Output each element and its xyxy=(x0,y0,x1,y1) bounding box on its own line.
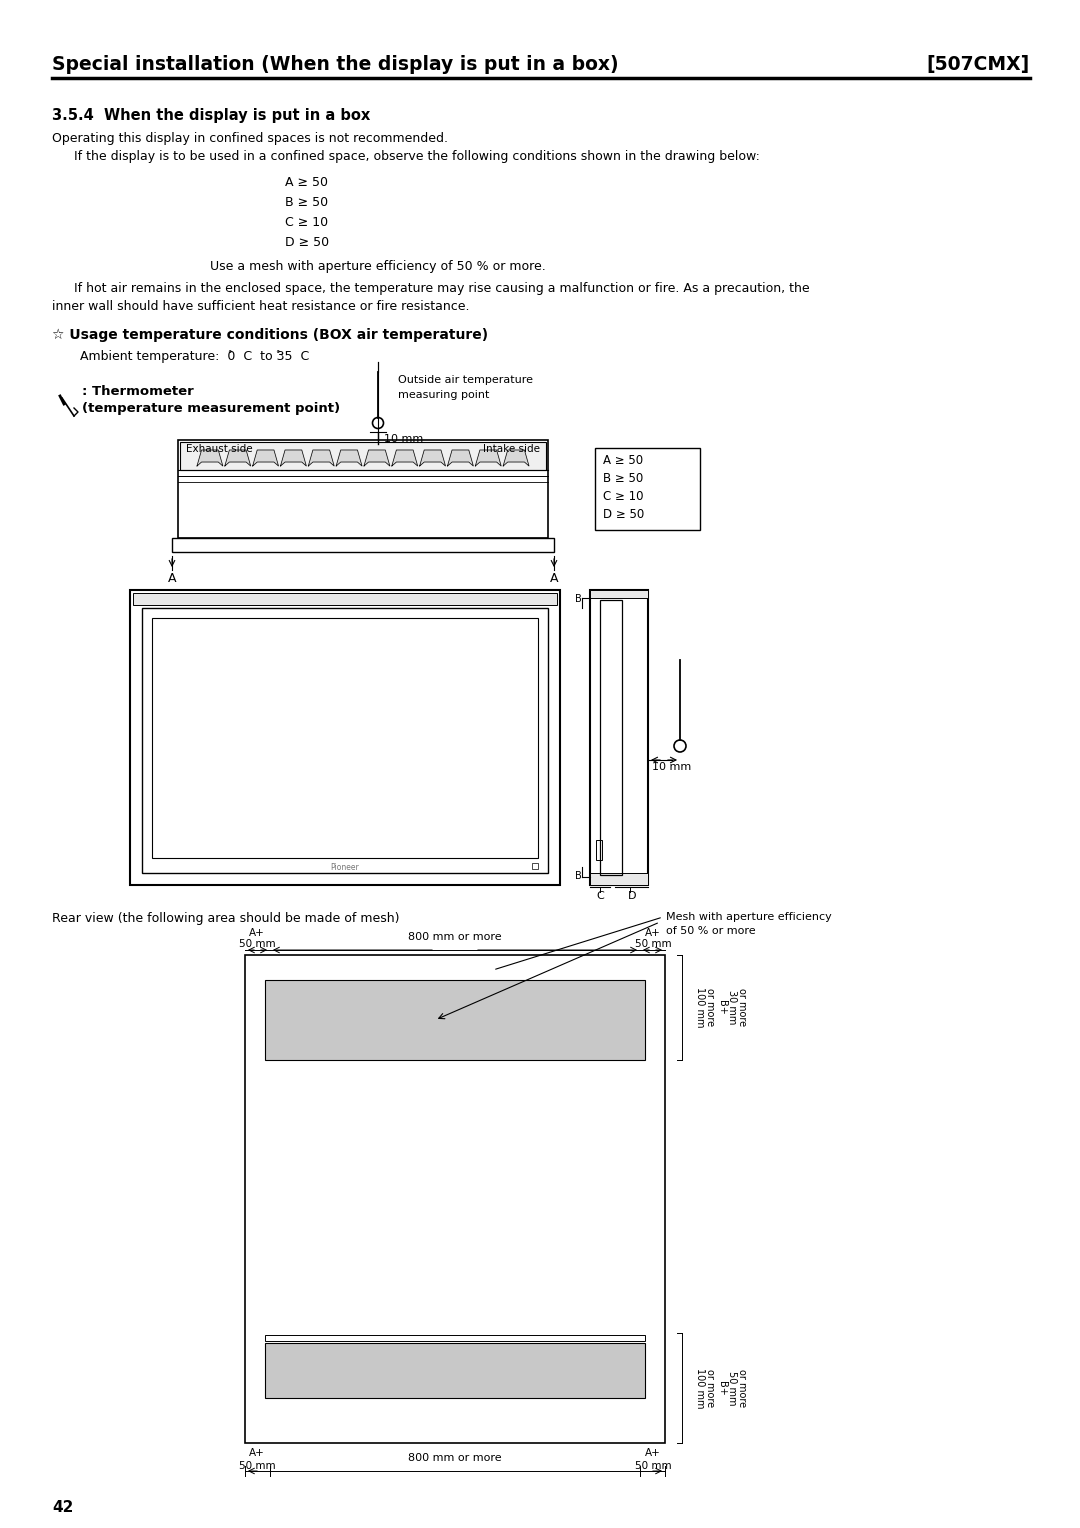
Text: 3.5.4  When the display is put in a box: 3.5.4 When the display is put in a box xyxy=(52,108,370,122)
Text: C ≥ 10: C ≥ 10 xyxy=(285,215,328,229)
Text: A+: A+ xyxy=(645,1449,661,1458)
Polygon shape xyxy=(197,451,222,466)
Text: 100 mm: 100 mm xyxy=(696,1368,705,1409)
Text: A+: A+ xyxy=(249,927,265,938)
Text: A: A xyxy=(167,571,176,585)
Text: B ≥ 50: B ≥ 50 xyxy=(603,472,644,484)
Bar xyxy=(141,608,548,872)
Text: If hot air remains in the enclosed space, the temperature may rise causing a mal: If hot air remains in the enclosed space… xyxy=(66,283,810,295)
Bar xyxy=(178,440,548,538)
Text: A+: A+ xyxy=(645,927,661,938)
Text: A+: A+ xyxy=(249,1449,265,1458)
Bar xyxy=(600,601,622,876)
Text: C ≥ 10: C ≥ 10 xyxy=(603,490,644,503)
Text: Pioneer: Pioneer xyxy=(330,863,360,872)
Text: B+: B+ xyxy=(717,1381,727,1395)
Text: 100 mm: 100 mm xyxy=(696,987,705,1027)
Bar xyxy=(152,617,538,859)
Text: inner wall should have sufficient heat resistance or fire resistance.: inner wall should have sufficient heat r… xyxy=(52,299,470,313)
Text: or more: or more xyxy=(737,1369,747,1407)
Text: of 50 % or more: of 50 % or more xyxy=(666,926,756,937)
Text: 50 mm: 50 mm xyxy=(635,1461,672,1471)
Text: ☆ Usage temperature conditions (BOX air temperature): ☆ Usage temperature conditions (BOX air … xyxy=(52,329,488,342)
Bar xyxy=(532,863,538,869)
Polygon shape xyxy=(447,451,473,466)
Bar xyxy=(245,955,665,1442)
Text: D: D xyxy=(627,891,636,902)
Bar xyxy=(130,590,561,885)
Polygon shape xyxy=(253,451,279,466)
Text: Mesh with aperture efficiency: Mesh with aperture efficiency xyxy=(666,912,832,921)
Text: Ambient temperature:  0  C  to 35  C: Ambient temperature: 0 C to 35 C xyxy=(80,350,309,364)
Text: 42: 42 xyxy=(52,1500,73,1514)
Text: or more: or more xyxy=(705,989,715,1027)
Polygon shape xyxy=(364,451,390,466)
Polygon shape xyxy=(503,451,529,466)
Text: or more: or more xyxy=(737,989,747,1027)
Text: 30 mm: 30 mm xyxy=(727,990,737,1024)
Text: °: ° xyxy=(227,350,231,359)
Text: 800 mm or more: 800 mm or more xyxy=(408,932,502,941)
Text: °: ° xyxy=(275,350,280,359)
Polygon shape xyxy=(225,451,251,466)
Text: or more: or more xyxy=(705,1369,715,1407)
Text: Outside air temperature: Outside air temperature xyxy=(399,374,534,385)
Text: B: B xyxy=(575,871,581,882)
Text: D ≥ 50: D ≥ 50 xyxy=(603,507,645,521)
Polygon shape xyxy=(336,451,362,466)
Polygon shape xyxy=(420,451,445,466)
Bar xyxy=(180,442,546,471)
Text: B+: B+ xyxy=(717,999,727,1015)
Text: [507CMX]: [507CMX] xyxy=(927,55,1030,73)
Bar xyxy=(265,979,645,1060)
Text: If the display is to be used in a confined space, observe the following conditio: If the display is to be used in a confin… xyxy=(66,150,760,163)
Text: 50 mm: 50 mm xyxy=(635,940,672,949)
Text: : Thermometer: : Thermometer xyxy=(82,385,193,397)
Text: B ≥ 50: B ≥ 50 xyxy=(285,196,328,209)
Text: C: C xyxy=(596,891,604,902)
Text: Rear view (the following area should be made of mesh): Rear view (the following area should be … xyxy=(52,912,400,924)
Text: A ≥ 50: A ≥ 50 xyxy=(603,454,643,468)
Text: 50 mm: 50 mm xyxy=(239,1461,275,1471)
Text: measuring point: measuring point xyxy=(399,390,489,400)
Text: Intake side: Intake side xyxy=(483,445,540,454)
Bar xyxy=(172,538,554,552)
Bar xyxy=(133,593,557,605)
Polygon shape xyxy=(392,451,418,466)
Polygon shape xyxy=(475,451,501,466)
Bar xyxy=(590,590,648,597)
Text: 50 mm: 50 mm xyxy=(239,940,275,949)
Text: B: B xyxy=(575,594,581,604)
Text: 50 mm: 50 mm xyxy=(727,1371,737,1406)
Bar xyxy=(265,1335,645,1342)
Text: Use a mesh with aperture efficiency of 50 % or more.: Use a mesh with aperture efficiency of 5… xyxy=(210,260,545,274)
Text: 10 mm: 10 mm xyxy=(652,762,691,772)
Text: A: A xyxy=(550,571,558,585)
Text: 10 mm: 10 mm xyxy=(384,434,423,445)
Bar xyxy=(596,840,602,860)
Text: D ≥ 50: D ≥ 50 xyxy=(285,235,329,249)
Text: 800 mm or more: 800 mm or more xyxy=(408,1453,502,1462)
Bar xyxy=(590,872,648,885)
Bar xyxy=(595,448,700,530)
Bar xyxy=(590,590,648,885)
Polygon shape xyxy=(281,451,307,466)
Bar xyxy=(265,1343,645,1398)
Polygon shape xyxy=(308,451,334,466)
Text: A ≥ 50: A ≥ 50 xyxy=(285,176,328,189)
Text: (temperature measurement point): (temperature measurement point) xyxy=(82,402,340,416)
Text: Operating this display in confined spaces is not recommended.: Operating this display in confined space… xyxy=(52,131,448,145)
Text: Special installation (When the display is put in a box): Special installation (When the display i… xyxy=(52,55,619,73)
Text: Exhaust side: Exhaust side xyxy=(186,445,253,454)
